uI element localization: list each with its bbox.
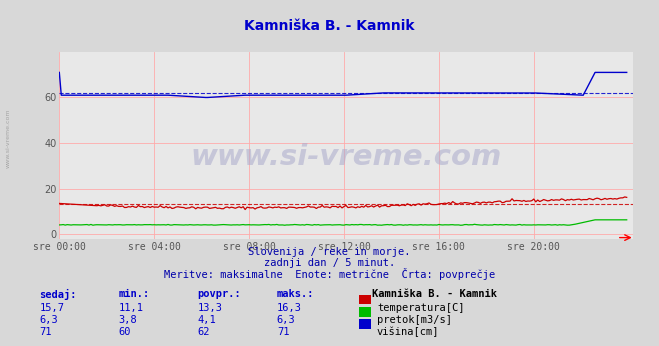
- Text: maks.:: maks.:: [277, 289, 314, 299]
- Text: 60: 60: [119, 327, 131, 337]
- Text: Kamniška B. - Kamnik: Kamniška B. - Kamnik: [372, 289, 498, 299]
- Text: 16,3: 16,3: [277, 303, 302, 313]
- Text: 71: 71: [277, 327, 289, 337]
- Text: 4,1: 4,1: [198, 315, 216, 325]
- Text: www.si-vreme.com: www.si-vreme.com: [190, 143, 501, 171]
- Text: www.si-vreme.com: www.si-vreme.com: [5, 109, 11, 168]
- Text: Meritve: maksimalne  Enote: metrične  Črta: povprečje: Meritve: maksimalne Enote: metrične Črta…: [164, 268, 495, 280]
- Text: 62: 62: [198, 327, 210, 337]
- Text: 6,3: 6,3: [40, 315, 58, 325]
- Text: min.:: min.:: [119, 289, 150, 299]
- Text: Slovenija / reke in morje.: Slovenija / reke in morje.: [248, 247, 411, 257]
- Text: 6,3: 6,3: [277, 315, 295, 325]
- Text: 71: 71: [40, 327, 52, 337]
- Text: Kamniška B. - Kamnik: Kamniška B. - Kamnik: [244, 19, 415, 33]
- Text: pretok[m3/s]: pretok[m3/s]: [377, 315, 452, 325]
- Text: 11,1: 11,1: [119, 303, 144, 313]
- Text: povpr.:: povpr.:: [198, 289, 241, 299]
- Text: 13,3: 13,3: [198, 303, 223, 313]
- Text: sedaj:: sedaj:: [40, 289, 77, 300]
- Text: 3,8: 3,8: [119, 315, 137, 325]
- Text: 15,7: 15,7: [40, 303, 65, 313]
- Text: višina[cm]: višina[cm]: [377, 327, 440, 337]
- Text: temperatura[C]: temperatura[C]: [377, 303, 465, 313]
- Text: zadnji dan / 5 minut.: zadnji dan / 5 minut.: [264, 258, 395, 268]
